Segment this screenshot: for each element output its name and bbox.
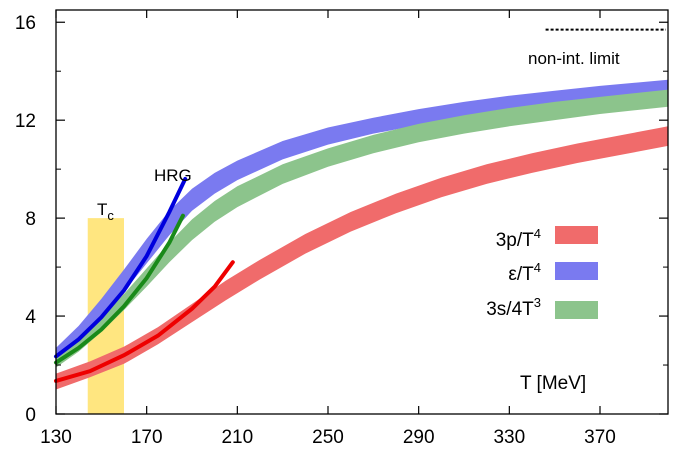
- x-tick-label: 290: [403, 427, 435, 448]
- legend-label-pressure: 3p/T4: [496, 226, 541, 251]
- legend-label-entropy-sup: 3: [534, 295, 541, 310]
- legend-label-pressure-base: 3p/T: [496, 230, 534, 251]
- hrg-energy-line: [54, 176, 188, 359]
- legend-label-entropy-base: 3s/4T: [486, 299, 534, 320]
- y-tick-label: 16: [15, 13, 36, 34]
- legend-swatch-pressure: [555, 226, 598, 244]
- legend-label-energy-base: ε/T: [508, 264, 534, 285]
- plot-frame: [55, 9, 669, 415]
- hrg-pressure-line: [54, 260, 235, 383]
- x-tick-label: 210: [221, 427, 253, 448]
- axis-tick-labels: 130 170 210 250 290 330 370 0 4 8 12 16: [15, 13, 616, 448]
- noninteracting-limit-label: non-int. limit: [528, 49, 620, 68]
- x-tick-label: 170: [131, 427, 163, 448]
- hrg-curves: [54, 176, 235, 383]
- y-tick-label: 0: [25, 405, 36, 426]
- legend-label-energy: ε/T4: [508, 260, 541, 285]
- x-tick-label: 130: [40, 427, 72, 448]
- axis-ticks: [55, 10, 668, 415]
- legend-swatch-entropy: [555, 301, 598, 319]
- hrg-entropy-line: [54, 213, 185, 365]
- legend-label-energy-sup: 4: [534, 260, 541, 275]
- x-tick-label: 330: [493, 427, 525, 448]
- y-tick-label: 12: [15, 111, 36, 132]
- y-tick-label: 4: [25, 307, 36, 328]
- entropy-band: [56, 89, 668, 368]
- legend-swatch-energy: [555, 262, 598, 280]
- legend-label-pressure-sup: 4: [534, 226, 541, 241]
- tc-label-subscript: c: [107, 208, 114, 223]
- x-tick-label: 370: [584, 427, 616, 448]
- legend: 3p/T4 ε/T4 3s/4T3: [486, 226, 598, 320]
- pressure-band: [56, 126, 668, 390]
- x-tick-label: 250: [312, 427, 344, 448]
- legend-label-entropy: 3s/4T3: [486, 295, 541, 320]
- x-axis-label: T [MeV]: [520, 373, 586, 394]
- hrg-label: HRG: [154, 166, 192, 185]
- tc-label-main: T: [97, 200, 107, 219]
- tc-label: Tc: [97, 200, 114, 223]
- y-tick-label: 8: [25, 209, 36, 230]
